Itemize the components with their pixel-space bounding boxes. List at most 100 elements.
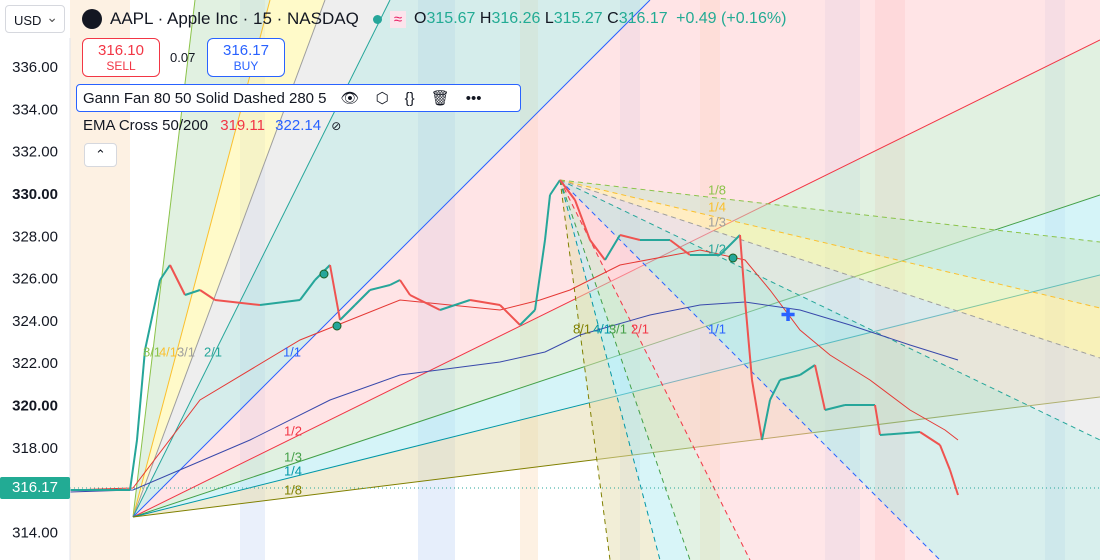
price-label: 322.00 xyxy=(12,355,58,372)
delete-icon[interactable]: 🗑 xyxy=(430,90,450,107)
price-segment xyxy=(354,289,371,306)
fan-zone xyxy=(560,180,1100,560)
price-segment xyxy=(169,264,186,296)
open-value: 315.67 xyxy=(426,10,476,27)
change-value: +0.49 (+0.16%) xyxy=(676,10,787,27)
close-value: 316.17 xyxy=(618,10,668,27)
currency-text: USD xyxy=(14,13,42,28)
price-segment xyxy=(549,179,561,196)
price-segment xyxy=(329,264,341,321)
gann-fan-legend[interactable]: Gann Fan 80 50 Solid Dashed 280 5 👁 ⬡ {}… xyxy=(76,84,521,112)
price-segment xyxy=(339,304,356,321)
fan-label: 4/1 xyxy=(593,321,611,336)
price-label: 314.00 xyxy=(12,524,58,541)
fan-ray xyxy=(559,179,1100,359)
price-segment xyxy=(814,364,826,411)
price-segment xyxy=(949,469,959,496)
buy-price: 316.17 xyxy=(223,42,269,59)
symbol-title[interactable]: AAPL · Apple Inc · 15 · NASDAQ xyxy=(110,9,359,28)
sell-price: 316.10 xyxy=(98,42,144,59)
sell-label: SELL xyxy=(106,59,136,73)
price-segment xyxy=(824,404,846,411)
spread: 0.07 xyxy=(170,50,196,65)
logo xyxy=(82,9,102,29)
fan-label: 1/2 xyxy=(284,423,302,438)
more-icon[interactable]: ••• xyxy=(465,89,482,107)
price-label: 332.00 xyxy=(12,144,58,161)
price-segment xyxy=(214,299,261,306)
ema-slow-value: 322.14 xyxy=(275,117,322,134)
price-label: 318.00 xyxy=(12,440,58,457)
price-segment xyxy=(874,404,881,436)
fan-label: 1/8 xyxy=(708,182,726,197)
eye-icon[interactable]: 👁 xyxy=(340,90,360,107)
sell-button[interactable]: 316.10 SELL xyxy=(82,38,160,77)
price-label: 320.00 xyxy=(12,397,58,414)
fan-ray xyxy=(559,179,691,560)
currency-menu[interactable]: USD ⌄ xyxy=(5,5,65,33)
fan-ray xyxy=(559,179,1100,309)
hide-icon[interactable]: ⊘ xyxy=(331,119,342,133)
fan-label: 8/1 xyxy=(573,321,591,336)
price-segment xyxy=(619,234,641,241)
fan-label: 1/4 xyxy=(708,199,726,214)
fan-label: 1/3 xyxy=(284,449,302,464)
price-segment xyxy=(199,289,216,301)
price-segment xyxy=(144,279,161,351)
symbol-line: AAPL · Apple Inc · 15 · NASDAQ ≈ O315.67… xyxy=(82,7,786,31)
price-segment xyxy=(744,299,753,381)
price-segment xyxy=(389,279,401,286)
fan-zone xyxy=(133,0,1100,517)
buy-button[interactable]: 316.17 BUY xyxy=(207,38,285,77)
price-segment xyxy=(769,379,781,401)
ema-slow xyxy=(69,301,959,493)
collapse-button[interactable]: ⌃ xyxy=(84,143,117,167)
high-label: H xyxy=(479,10,492,27)
ema-fast-value: 319.11 xyxy=(220,117,265,134)
ema-legend: EMA Cross 50/200 319.11 322.14 ⊘ xyxy=(83,117,341,134)
price-segment xyxy=(604,234,621,261)
source-icon[interactable]: {} xyxy=(404,89,415,107)
price-segment xyxy=(574,199,591,241)
price-segment xyxy=(879,431,921,436)
price-segment xyxy=(739,234,746,301)
status-dot xyxy=(372,14,382,24)
price-segment xyxy=(799,364,816,376)
signal-dot xyxy=(728,253,738,263)
price-segment xyxy=(751,379,763,441)
indicator-name: Gann Fan 80 50 Solid Dashed 280 5 xyxy=(83,89,327,107)
price-segment xyxy=(534,239,546,311)
ema-fast xyxy=(69,249,959,491)
ohlc: O315.67 H316.26 L315.27 C316.17 +0.49 (+… xyxy=(414,10,786,28)
price-segment xyxy=(469,299,501,306)
fan-label: 8/1 xyxy=(143,344,161,359)
current-price: 316.17 xyxy=(12,479,58,496)
price-segment xyxy=(184,289,201,296)
fan-label: 2/1 xyxy=(631,321,649,336)
price-segment xyxy=(761,399,771,441)
price-segment xyxy=(439,299,471,311)
chevron: ⌄ xyxy=(46,9,58,25)
price-segment xyxy=(779,374,801,381)
price-label: 334.00 xyxy=(12,101,58,118)
price-label: 330.00 xyxy=(12,186,58,203)
price-segment xyxy=(369,284,391,291)
crosshair-marker: ✚ xyxy=(780,305,795,325)
buy-label: BUY xyxy=(233,59,259,73)
price-segment xyxy=(259,299,301,306)
fan-label: 1/1 xyxy=(708,321,726,336)
price-segment xyxy=(399,279,411,296)
price-segment xyxy=(519,309,536,326)
fan-ray xyxy=(132,0,651,518)
price-segment xyxy=(499,304,521,326)
price-axis xyxy=(0,38,70,560)
price-segment xyxy=(919,431,941,446)
fan-label: 1/8 xyxy=(284,482,302,497)
price-segment xyxy=(409,294,441,311)
price-segment xyxy=(669,239,691,256)
price-segment xyxy=(939,444,951,471)
settings-icon[interactable]: ⬡ xyxy=(375,90,389,107)
fan-label: 1/1 xyxy=(283,344,301,359)
close-label: C xyxy=(607,10,619,27)
